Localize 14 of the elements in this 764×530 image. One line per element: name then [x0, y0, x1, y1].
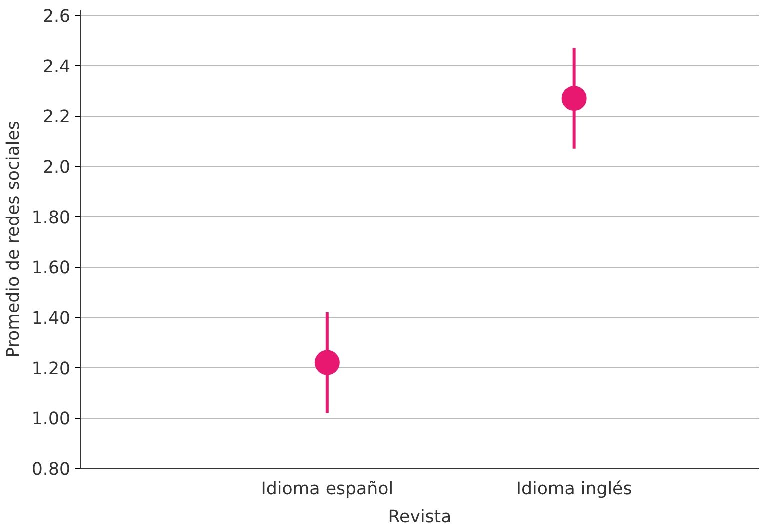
y-tick-label: 2.6 [42, 7, 71, 28]
y-tick-label: 1.60 [32, 258, 71, 279]
x-tick-label: Idioma español [261, 480, 394, 500]
y-axis-title: Promedio de redes sociales [4, 121, 24, 358]
x-axis-title: Revista [388, 508, 452, 528]
y-tick-label: 0.80 [32, 460, 71, 480]
y-tick-label: 2.2 [42, 108, 71, 128]
y-tick-label: 1.40 [32, 309, 71, 330]
y-tick-label: 2.4 [42, 57, 71, 78]
y-tick-label: 1.00 [32, 410, 71, 430]
y-tick-label: 1.80 [32, 208, 71, 228]
y-tick-label: 1.20 [32, 359, 71, 380]
y-tick-label: 2.0 [42, 158, 71, 178]
x-tick-label: Idioma inglés [516, 480, 632, 500]
